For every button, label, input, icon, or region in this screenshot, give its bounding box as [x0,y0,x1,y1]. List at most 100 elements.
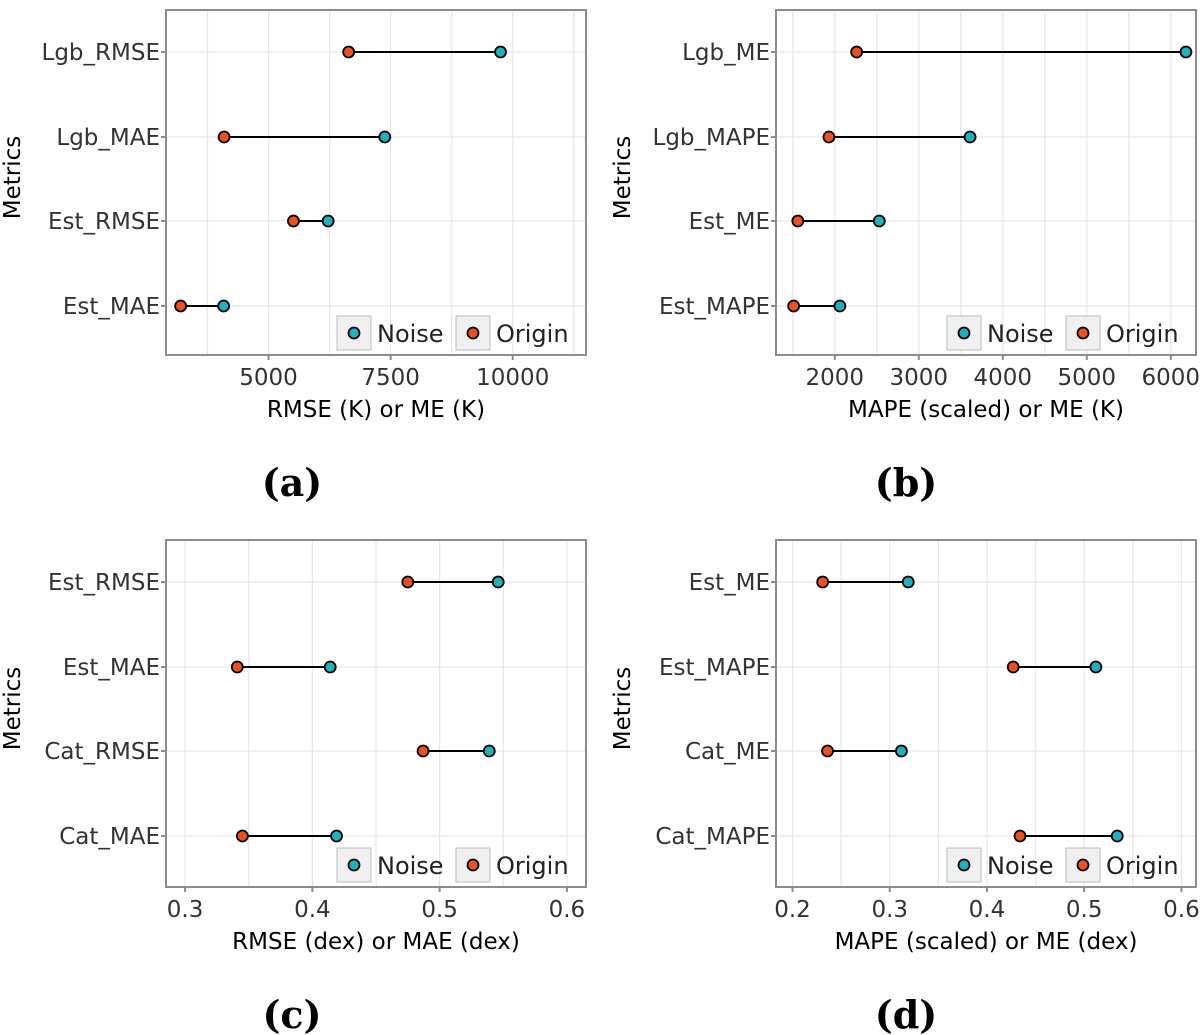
origin-point [787,299,801,313]
y-tick-label: Lgb_ME [682,40,770,66]
x-tick-label: 5000 [1058,365,1117,391]
x-tick-label: 0.4 [969,897,1006,923]
y-tick-label: Est_ME [689,209,770,235]
origin-point [217,130,231,144]
panel-caption: (a) [262,460,323,505]
panel-caption: (d) [875,992,938,1035]
legend-noise-label: Noise [377,320,444,348]
x-axis-title: RMSE (K) or ME (K) [267,397,485,423]
origin-point [401,575,415,589]
y-tick-label: Est_RMSE [48,570,160,596]
y-tick-label: Est_MAPE [659,294,770,320]
noise-point [895,744,908,758]
origin-point [416,744,430,758]
legend-noise-key [347,326,361,340]
x-tick-label: 4000 [974,365,1033,391]
legend-origin-key [1076,326,1090,340]
y-tick-label: Lgb_MAPE [653,125,771,151]
x-tick-label: 10000 [476,365,549,391]
y-tick-label: Est_MAE [63,294,160,320]
legend-noise-label: Noise [377,852,444,880]
noise-point [833,299,847,313]
x-tick-label: 0.3 [871,897,908,923]
noise-point [330,829,343,843]
noise-point [1089,660,1103,674]
noise-point [1179,45,1193,59]
noise-point [494,45,507,59]
noise-point [323,660,337,674]
x-tick-label: 6000 [1142,365,1200,391]
legend-origin-label: Origin [1106,320,1179,348]
y-tick-label: Est_RMSE [48,209,160,235]
noise-point [901,575,915,589]
origin-point [850,45,864,59]
noise-point [1110,829,1124,843]
chart-panel-1: Lgb_RMSE Lgb_MAE Est_RMSE Est_MAE 5000 7500 10… [0,9,587,423]
x-tick-label: 5000 [239,365,298,391]
legend-origin-key-box [1065,847,1101,883]
y-tick-label: Est_MAPE [659,655,770,681]
y-axis-title: Metrics [610,667,636,751]
noise-point [378,130,392,144]
y-tick-label: Est_ME [689,570,770,596]
x-axis-title: MAPE (scaled) or ME (K) [848,397,1124,423]
legend-noise-label: Noise [987,320,1054,348]
origin-point [816,575,830,589]
chart-panel-4: Est_ME Est_MAPE Cat_ME Cat_MAPE 0.2 0.3 0.4 0.5… [610,539,1200,955]
legend-noise-key [957,858,971,872]
x-tick-label: 0.2 [774,897,811,923]
legend-origin-key [466,858,480,872]
legend: Noise Origin [946,847,1179,883]
noise-point [491,575,505,589]
y-tick-label: Cat_RMSE [44,739,160,765]
origin-point [1013,829,1027,843]
chart-panel-3: Est_RMSE Est_MAE Cat_RMSE Cat_MAE 0.3 0.4 0.5 0… [0,539,587,955]
y-axis-title: Metrics [0,136,26,220]
panel-caption: (c) [262,992,321,1035]
y-tick-label: Lgb_RMSE [42,40,160,66]
x-tick-label: 0.4 [294,897,331,923]
noise-point [963,130,977,144]
noise-point [217,299,231,313]
y-axis-title: Metrics [0,667,26,751]
y-tick-label: Cat_MAE [59,824,160,850]
x-tick-label: 0.6 [549,897,586,923]
chart-panel-2: Lgb_ME Lgb_MAPE Est_ME Est_MAPE 2000 3000 4000… [610,9,1200,423]
legend-noise-key [957,326,971,340]
y-axis-title: Metrics [610,136,636,220]
legend-origin-label: Origin [496,852,569,880]
panel-caption: (b) [875,460,938,505]
legend: Noise Origin [336,847,569,883]
origin-point [235,829,249,843]
legend: Noise Origin [336,315,569,351]
legend-origin-key [1076,858,1090,872]
noise-point [321,214,335,228]
x-tick-label: 0.5 [421,897,458,923]
origin-point [1006,660,1020,674]
plot-frame [165,9,587,356]
legend-noise-key [347,858,361,872]
x-tick-label: 2000 [806,365,865,391]
x-axis-title: RMSE (dex) or MAE (dex) [232,929,520,955]
origin-point [287,214,300,228]
noise-point [482,744,496,758]
legend-origin-label: Origin [1106,852,1179,880]
x-tick-label: 3000 [890,365,949,391]
x-tick-label: 0.3 [167,897,204,923]
origin-point [174,299,188,313]
y-tick-label: Cat_ME [685,739,770,765]
legend-noise-label: Noise [987,852,1054,880]
y-tick-label: Cat_MAPE [655,824,770,850]
y-tick-label: Est_MAE [63,655,160,681]
legend-origin-key [466,326,480,340]
noise-point [872,214,886,228]
origin-point [822,130,836,144]
y-tick-label: Lgb_MAE [56,125,160,151]
origin-point [791,214,805,228]
legend-origin-label: Origin [496,320,569,348]
plot-frame [165,539,587,888]
plot-frame [775,9,1197,356]
x-axis-title: MAPE (scaled) or ME (dex) [835,929,1138,955]
origin-point [342,45,356,59]
origin-point [821,744,834,758]
